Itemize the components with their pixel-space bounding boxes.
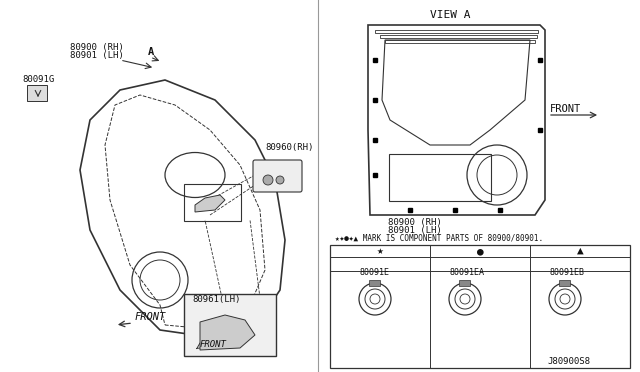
FancyBboxPatch shape [369,279,381,285]
Circle shape [263,175,273,185]
Text: 80900 (RH): 80900 (RH) [388,218,442,227]
Text: 80091EB: 80091EB [550,268,585,277]
Text: FRONT: FRONT [550,104,581,114]
FancyBboxPatch shape [27,85,47,101]
Text: ★: ★ [376,246,383,256]
Text: 80901 (LH): 80901 (LH) [70,51,124,60]
Text: 80960(RH): 80960(RH) [265,143,314,152]
Text: 80961(LH): 80961(LH) [192,295,241,304]
FancyBboxPatch shape [460,279,470,285]
Text: FRONT: FRONT [135,312,166,322]
Text: 80091G: 80091G [22,75,54,84]
Polygon shape [200,315,255,350]
Text: 80091E: 80091E [360,268,390,277]
Text: J80900S8: J80900S8 [547,357,590,366]
FancyBboxPatch shape [184,294,276,356]
FancyBboxPatch shape [559,279,570,285]
Text: FRONT: FRONT [200,340,227,349]
Text: ★✦●✦▲ MARK IS COMPONENT PARTS OF 80900/80901.: ★✦●✦▲ MARK IS COMPONENT PARTS OF 80900/8… [335,233,543,242]
Text: 80901 (LH): 80901 (LH) [388,226,442,235]
Text: ●: ● [477,246,483,256]
FancyBboxPatch shape [253,160,302,192]
Text: VIEW A: VIEW A [429,10,470,20]
Polygon shape [195,195,225,212]
Circle shape [276,176,284,184]
Text: A: A [148,47,154,57]
Text: ▲: ▲ [577,246,584,256]
Text: 80900 (RH): 80900 (RH) [70,43,124,52]
Text: 80091EA: 80091EA [450,268,485,277]
